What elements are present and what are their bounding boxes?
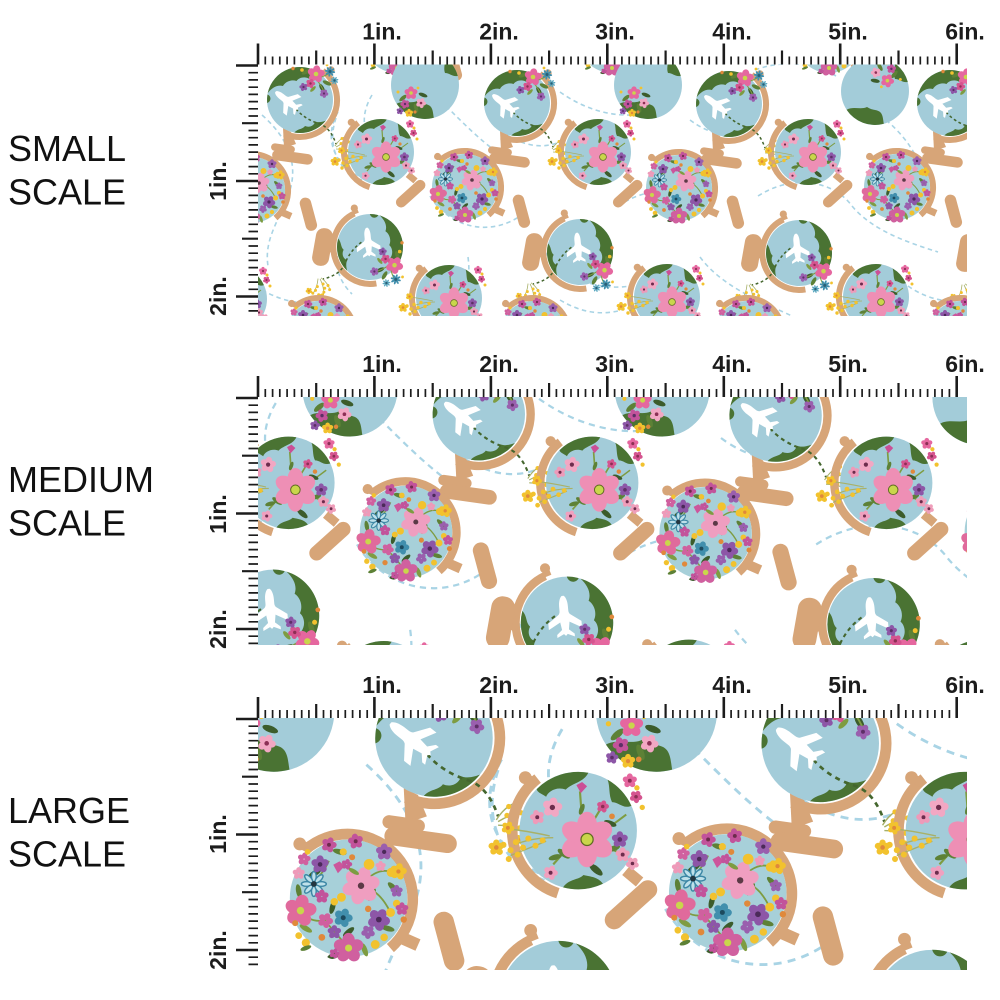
svg-text:LARGE: LARGE [8, 790, 130, 831]
svg-text:6in.: 6in. [945, 19, 985, 45]
svg-text:2in.: 2in. [479, 351, 519, 377]
svg-text:4in.: 4in. [712, 672, 752, 698]
svg-text:SCALE: SCALE [8, 503, 126, 544]
svg-text:1in.: 1in. [205, 494, 231, 534]
svg-text:1in.: 1in. [205, 814, 231, 854]
svg-text:1in.: 1in. [362, 351, 402, 377]
svg-text:2in.: 2in. [205, 609, 231, 649]
svg-text:3in.: 3in. [595, 19, 635, 45]
svg-text:4in.: 4in. [712, 351, 752, 377]
svg-text:2in.: 2in. [205, 930, 231, 970]
svg-text:SMALL: SMALL [8, 128, 126, 169]
svg-text:3in.: 3in. [595, 672, 635, 698]
svg-text:1in.: 1in. [205, 161, 231, 201]
svg-text:2in.: 2in. [205, 276, 231, 316]
svg-text:5in.: 5in. [828, 672, 868, 698]
svg-text:2in.: 2in. [479, 19, 519, 45]
svg-text:MEDIUM: MEDIUM [8, 459, 154, 500]
svg-text:1in.: 1in. [362, 672, 402, 698]
svg-text:SCALE: SCALE [8, 172, 126, 213]
svg-text:4in.: 4in. [712, 19, 752, 45]
svg-text:1in.: 1in. [362, 19, 402, 45]
svg-text:6in.: 6in. [945, 351, 985, 377]
svg-text:5in.: 5in. [828, 351, 868, 377]
svg-text:SCALE: SCALE [8, 834, 126, 875]
svg-text:6in.: 6in. [945, 672, 985, 698]
svg-text:2in.: 2in. [479, 672, 519, 698]
svg-text:3in.: 3in. [595, 351, 635, 377]
svg-text:5in.: 5in. [828, 19, 868, 45]
